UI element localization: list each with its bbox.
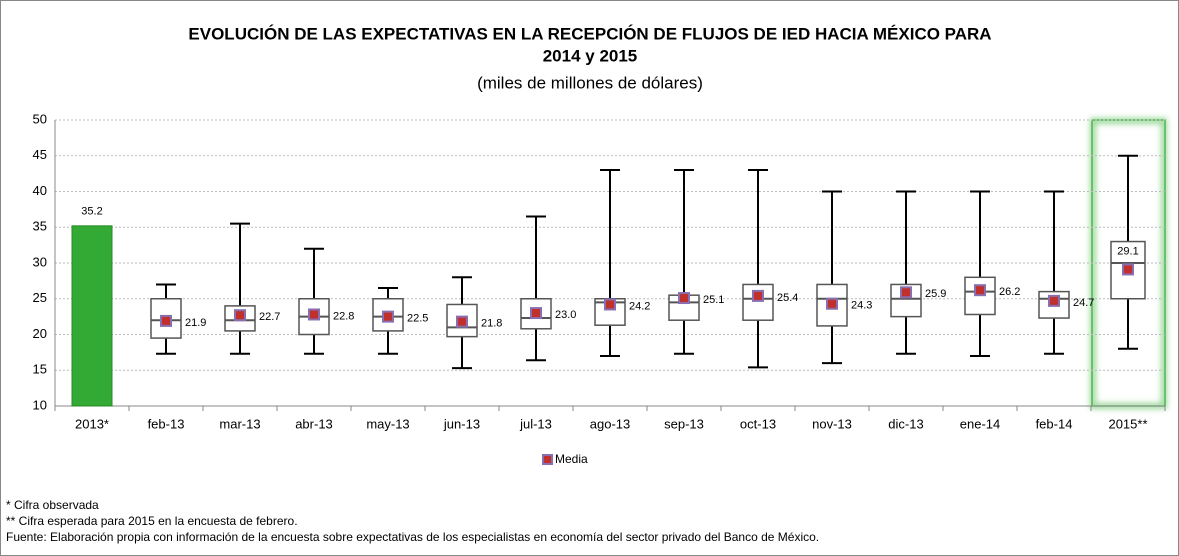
- footnote: ** Cifra esperada para 2015 en la encues…: [6, 514, 298, 528]
- box: [742, 283, 774, 321]
- chart-title: EVOLUCIÓN DE LAS EXPECTATIVAS EN LA RECE…: [188, 24, 991, 43]
- mean-marker: [752, 289, 764, 302]
- x-tick-label: 2015**: [1108, 416, 1147, 431]
- mean-label: 25.9: [925, 288, 946, 300]
- bar-label: 35.2: [81, 206, 102, 218]
- legend-label: Media: [555, 452, 588, 466]
- mean-label: 24.3: [851, 300, 872, 312]
- mean-label: 26.2: [999, 286, 1020, 298]
- footnote: Fuente: Elaboración propia con informaci…: [6, 530, 819, 544]
- mean-marker: [530, 307, 542, 320]
- y-tick-label: 35: [33, 219, 47, 234]
- bar: [71, 225, 113, 407]
- mean-marker: [308, 308, 320, 321]
- x-tick-label: oct-13: [740, 416, 776, 431]
- x-tick-label: nov-13: [812, 416, 852, 431]
- chart-subtitle: (miles de millones de dólares): [477, 73, 703, 92]
- mean-marker: [456, 315, 468, 328]
- y-tick-label: 40: [33, 183, 47, 198]
- mean-marker: [974, 284, 986, 297]
- x-tick-label: abr-13: [295, 416, 333, 431]
- y-tick-label: 10: [33, 397, 47, 412]
- x-tick-label: ene-14: [960, 416, 1000, 431]
- mean-label: 25.4: [777, 292, 798, 304]
- mean-label: 22.8: [333, 310, 354, 322]
- mean-label: 22.7: [259, 311, 280, 323]
- x-tick-label: mar-13: [219, 416, 260, 431]
- y-tick-label: 30: [33, 254, 47, 269]
- mean-label: 24.7: [1073, 297, 1094, 309]
- footnote: * Cifra observada: [6, 498, 99, 512]
- x-tick-label: jul-13: [519, 416, 552, 431]
- mean-marker: [678, 292, 690, 305]
- x-tick-label: ago-13: [590, 416, 630, 431]
- y-tick-label: 15: [33, 362, 47, 377]
- x-tick-label: sep-13: [664, 416, 704, 431]
- mean-marker: [382, 310, 394, 323]
- x-tick-label: may-13: [366, 416, 409, 431]
- y-tick-label: 45: [33, 147, 47, 162]
- mean-label: 23.0: [555, 309, 576, 321]
- mean-marker: [160, 314, 172, 327]
- mean-marker: [1122, 263, 1134, 276]
- mean-label: 21.8: [481, 318, 502, 330]
- x-tick-label: feb-13: [148, 416, 185, 431]
- mean-label: 25.1: [703, 294, 724, 306]
- mean-label: 22.5: [407, 313, 428, 325]
- mean-marker: [604, 298, 616, 311]
- x-tick-label: jun-13: [443, 416, 480, 431]
- x-tick-label: 2013*: [75, 416, 109, 431]
- y-tick-label: 20: [33, 326, 47, 341]
- x-tick-label: dic-13: [888, 416, 923, 431]
- mean-label: 29.1: [1117, 245, 1138, 257]
- y-tick-label: 25: [33, 290, 47, 305]
- chart-title: 2014 y 2015: [543, 46, 638, 65]
- mean-label: 24.2: [629, 300, 650, 312]
- mean-marker: [234, 309, 246, 322]
- y-tick-label: 50: [33, 111, 47, 126]
- mean-label: 21.9: [185, 317, 206, 329]
- mean-marker: [1048, 294, 1060, 307]
- mean-marker: [900, 286, 912, 299]
- legend-marker: [542, 454, 553, 465]
- x-tick-label: feb-14: [1036, 416, 1073, 431]
- mean-marker: [826, 297, 838, 310]
